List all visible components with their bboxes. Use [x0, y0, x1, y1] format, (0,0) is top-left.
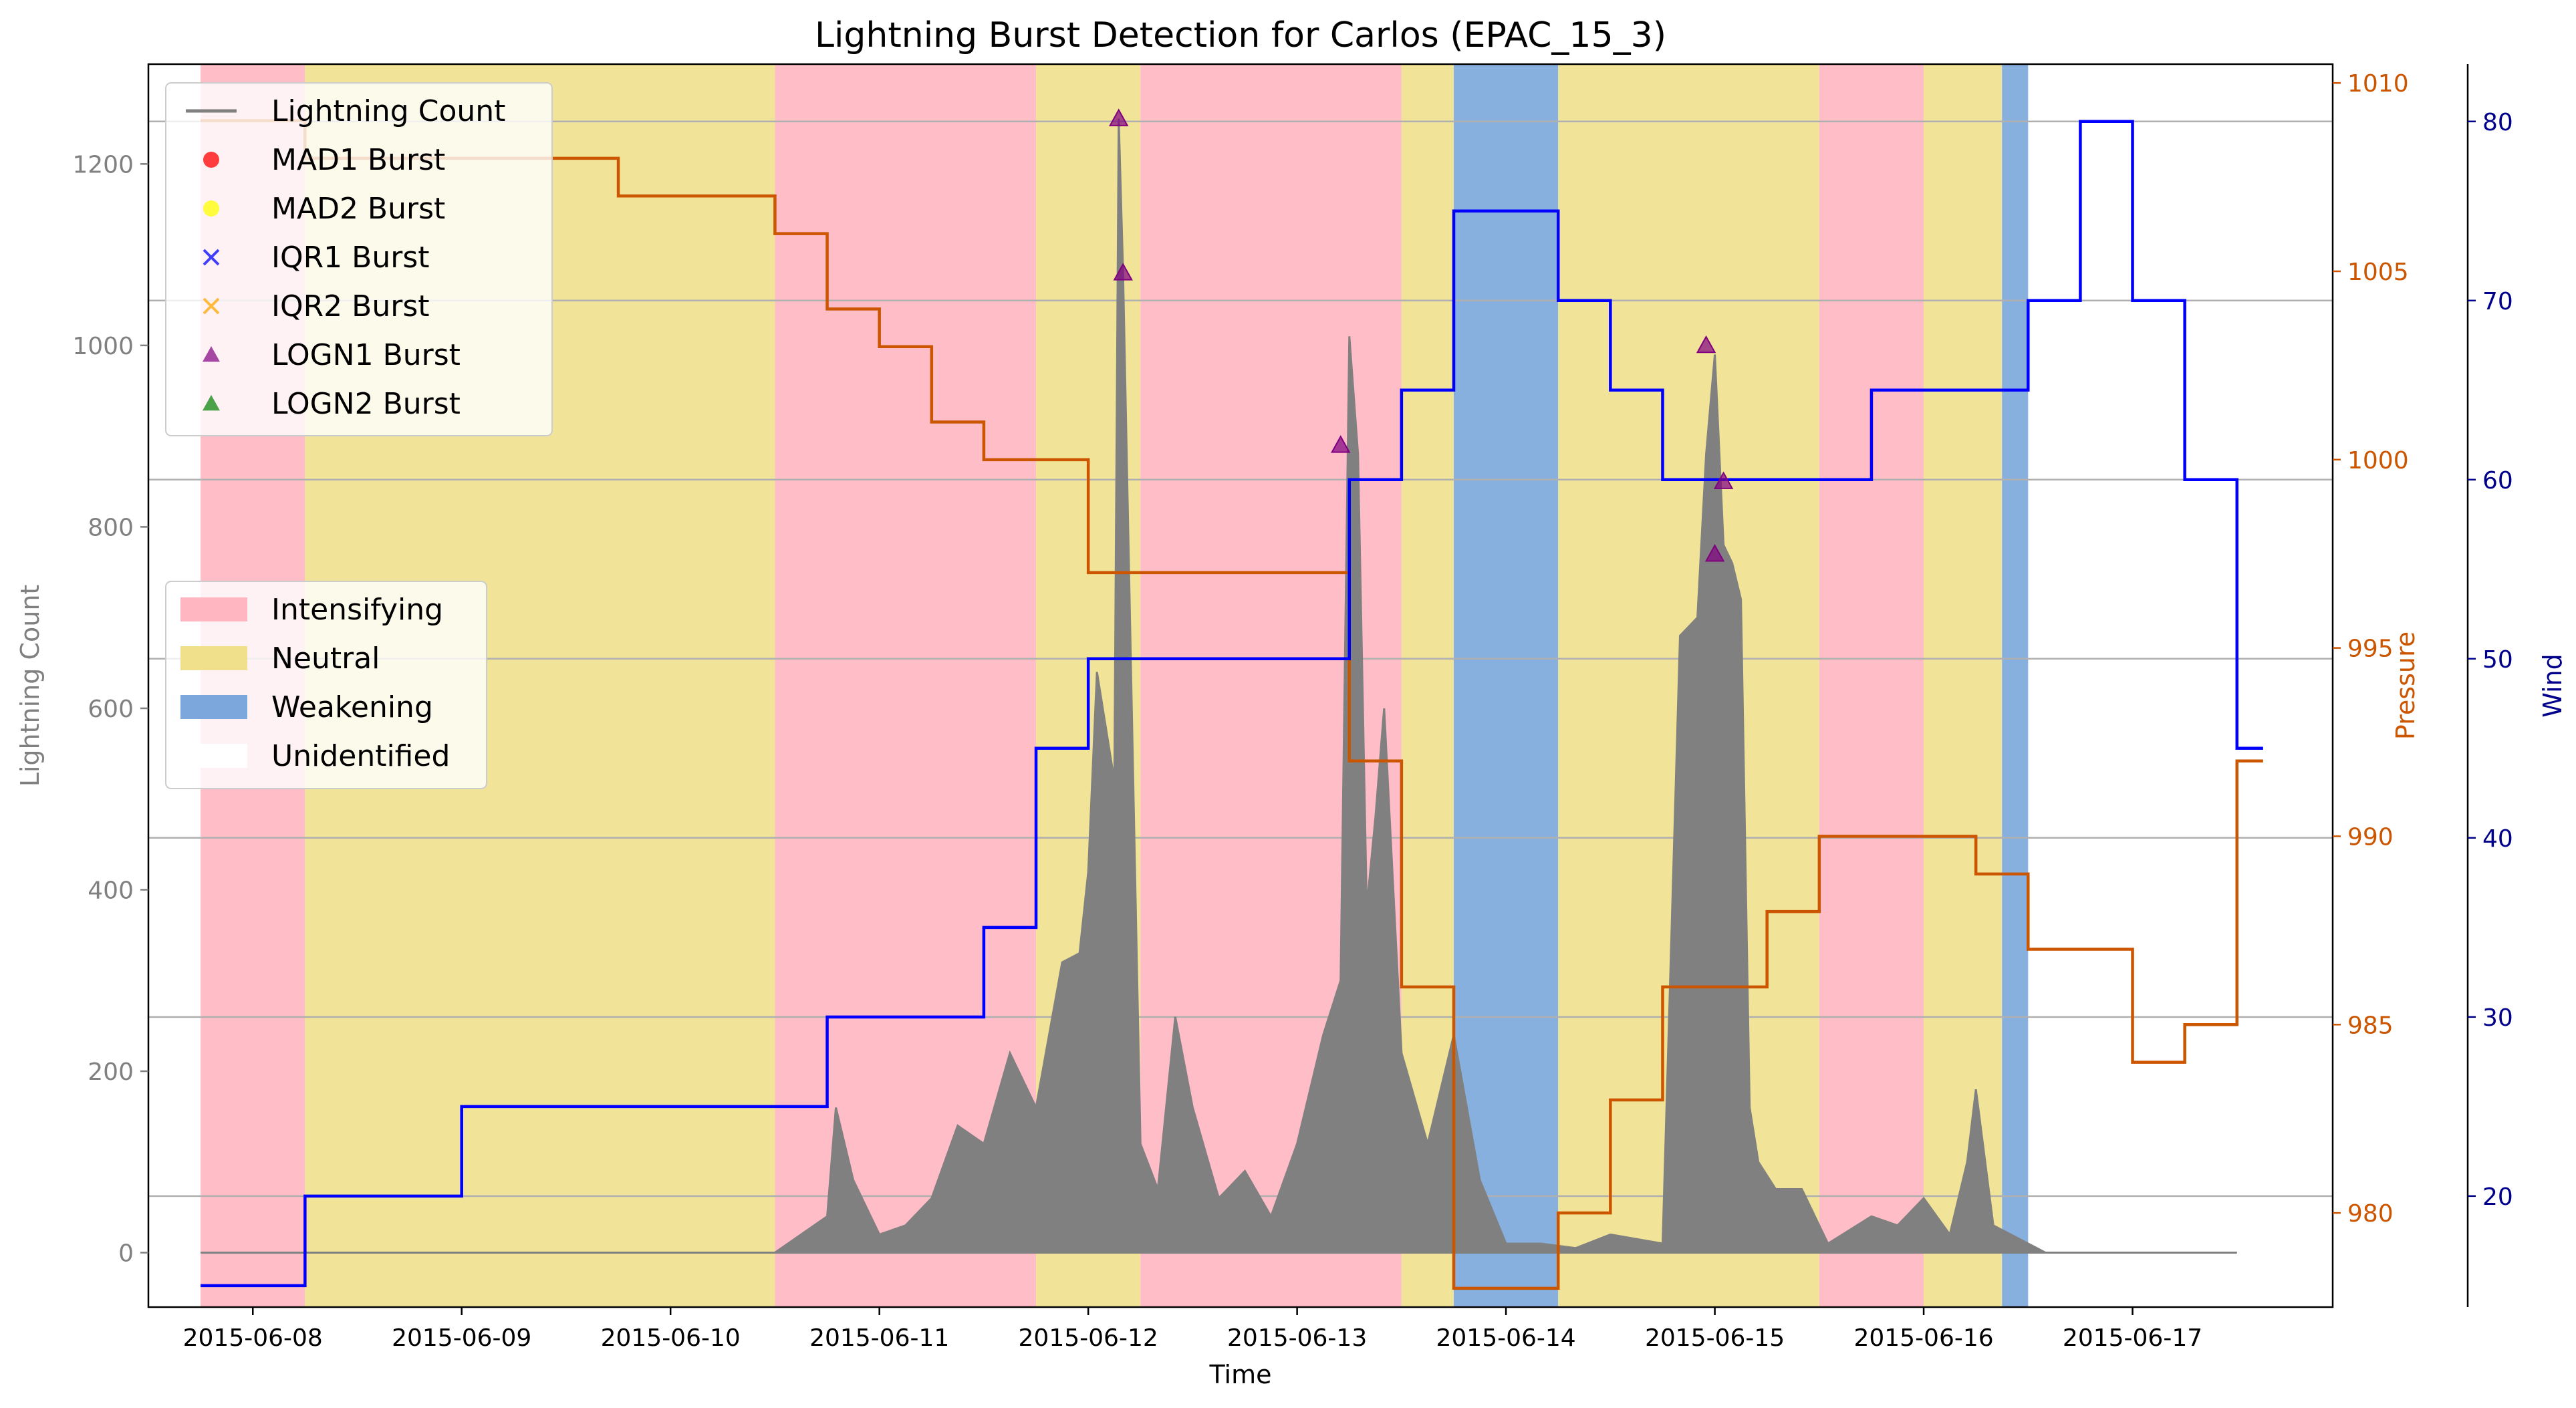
- legend-phases-box: [165, 581, 487, 789]
- wind-tick-label: 80: [2482, 109, 2513, 136]
- x-tick-label: 2015-06-08: [183, 1324, 323, 1352]
- axes: 2015-06-08 2015-06-09 2015-06-10 2015-06-11…: [72, 64, 2513, 1352]
- pressure-tick-label: 1000: [2347, 447, 2409, 474]
- x-axis-label: Time: [1209, 1360, 1272, 1389]
- legend-label: LOGN2 Burst: [271, 387, 461, 421]
- x-tick-label: 2015-06-11: [809, 1324, 949, 1352]
- pressure-tick-label: 1005: [2347, 259, 2409, 286]
- burst-marker-logn1: [1704, 544, 1725, 562]
- burst-marker-logn1: [1696, 335, 1716, 354]
- legend-swatch-x: [203, 297, 220, 315]
- legend-label: Intensifying: [271, 593, 443, 627]
- phase-band-intensifying: [1819, 64, 1924, 1307]
- legend-phase-swatch: [180, 597, 247, 621]
- x-tick-label: 2015-06-13: [1227, 1324, 1367, 1352]
- legend-label: MAD2 Burst: [271, 192, 445, 226]
- wind-tick-label: 70: [2482, 288, 2513, 315]
- count-tick-label: 400: [88, 877, 134, 904]
- burst-marker-logn1: [1109, 108, 1129, 126]
- legend-label: IQR1 Burst: [271, 241, 430, 275]
- pressure-tick-label: 990: [2347, 823, 2394, 851]
- legend-series-box: [165, 82, 553, 436]
- count-axis-label: Lightning Count: [15, 585, 45, 787]
- x-tick-label: 2015-06-10: [601, 1324, 741, 1352]
- legend-swatch-triangle: [203, 395, 220, 411]
- pressure-tick-label: 980: [2347, 1200, 2394, 1228]
- x-tick-label: 2015-06-17: [2063, 1324, 2202, 1352]
- count-tick-label: 0: [118, 1240, 134, 1268]
- wind-tick-label: 30: [2482, 1004, 2513, 1032]
- legend-swatch-x: [203, 249, 220, 266]
- legend-label: Lightning Count: [271, 94, 505, 128]
- burst-marker-logn1: [1713, 471, 1734, 489]
- legend-label: Neutral: [271, 642, 380, 676]
- x-tick-label: 2015-06-15: [1645, 1324, 1785, 1352]
- count-tick-label: 200: [88, 1059, 134, 1086]
- lightning-count-series: [201, 118, 2237, 1254]
- pressure-series: [201, 119, 2263, 1290]
- count-tick-label: 1200: [72, 151, 134, 178]
- legend-swatch-triangle: [203, 346, 220, 362]
- x-tick-label: 2015-06-14: [1436, 1324, 1575, 1352]
- count-tick-label: 600: [88, 696, 134, 723]
- legend-swatch-circle: [203, 152, 219, 168]
- legend-phase-swatch: [180, 744, 247, 768]
- burst-marker-logn1: [1113, 263, 1133, 281]
- legend-phase-swatch: [180, 646, 247, 670]
- x-tick-label: 2015-06-09: [392, 1324, 531, 1352]
- pressure-line: [201, 119, 2263, 1290]
- phase-band-weakening: [2002, 64, 2029, 1307]
- wind-series: [201, 120, 2263, 1288]
- lightning-count-area: [201, 118, 2237, 1254]
- chart-title: Lightning Burst Detection for Carlos (EP…: [815, 15, 1666, 55]
- pressure-axis-label: Pressure: [2391, 631, 2420, 740]
- wind-tick-label: 50: [2482, 646, 2513, 674]
- pressure-tick-label: 1010: [2347, 70, 2409, 98]
- legend-label: MAD1 Burst: [271, 143, 445, 177]
- x-tick-label: 2015-06-16: [1853, 1324, 1993, 1352]
- wind-axis-label: Wind: [2538, 654, 2567, 718]
- pressure-tick-label: 995: [2347, 636, 2394, 663]
- legend-phases: Intensifying Neutral Weakening Unidentified: [165, 581, 487, 789]
- pressure-tick-label: 985: [2347, 1012, 2394, 1039]
- wind-line: [201, 120, 2263, 1288]
- legend-label: Weakening: [271, 690, 433, 724]
- legend-phase-swatch: [180, 695, 247, 719]
- phase-band-weakening: [1453, 64, 1559, 1307]
- x-tick-label: 2015-06-12: [1019, 1324, 1158, 1352]
- phase-band-intensifying: [775, 64, 1037, 1307]
- legend-series: Lightning Count MAD1 Burst MAD2 Burst IQR1 …: [165, 82, 553, 436]
- plot-frame: [147, 63, 2334, 1308]
- count-tick-label: 800: [88, 514, 134, 541]
- burst-marker-logn1: [1331, 435, 1351, 453]
- legend-label: LOGN1 Burst: [271, 338, 461, 372]
- legend-label: Unidentified: [271, 739, 450, 773]
- wind-tick-label: 60: [2482, 467, 2513, 495]
- wind-tick-label: 20: [2482, 1183, 2513, 1211]
- count-tick-label: 1000: [72, 333, 134, 360]
- burst-markers: [1109, 108, 1734, 562]
- legend-swatch-circle: [203, 200, 219, 217]
- phase-band-neutral: [1924, 64, 2003, 1307]
- wind-tick-label: 40: [2482, 825, 2513, 853]
- legend-label: IQR2 Burst: [271, 289, 430, 323]
